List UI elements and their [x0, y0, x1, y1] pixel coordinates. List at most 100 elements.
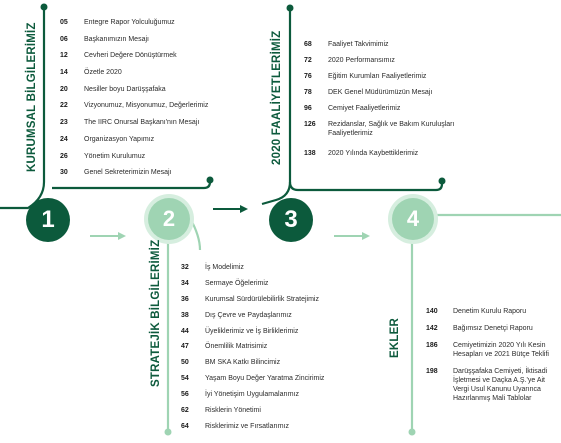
- section-1-list: 05 Entegre Rapor Yolculuğumuz 06 Başkanımız…: [60, 18, 260, 185]
- toc-item[interactable]: 47 Önemlilik Matrisimiz: [181, 342, 381, 351]
- toc-item[interactable]: 06 Başkanımızın Mesajı: [60, 35, 260, 44]
- toc-item-text: İyi Yönetişim Uygulamalarımız: [205, 391, 300, 399]
- toc-page-number: 44: [181, 327, 189, 335]
- toc-page-number: 14: [60, 69, 68, 77]
- section-3-list: 68 Faaliyet Takvimimiz 72 2020 Performansım…: [304, 40, 474, 165]
- toc-page-number: 34: [181, 279, 189, 287]
- toc-item-text: The IIRC Onursal Başkanı'nın Mesajı: [84, 119, 200, 127]
- section-1-circle: 1: [26, 198, 70, 242]
- toc-page-number: 47: [181, 343, 189, 351]
- toc-page-number: 76: [304, 73, 312, 80]
- toc-item-text: Sermaye Öğelerimiz: [205, 279, 269, 287]
- toc-page-number: 142: [426, 325, 438, 332]
- toc-item-text: Organizasyon Yapımız: [84, 135, 155, 143]
- toc-item[interactable]: 126 Rezidanslar, Sağlık ve Bakım Kuruluşl…: [304, 120, 474, 138]
- toc-page-number: 36: [181, 295, 189, 303]
- toc-page-number: 20: [60, 85, 68, 93]
- section-4-dot: [408, 428, 416, 436]
- toc-item-text: Kurumsal Sürdürülebilirlik Stratejimiz: [205, 295, 319, 303]
- toc-item[interactable]: 26 Yönetim Kurulumuz: [60, 152, 260, 161]
- toc-item[interactable]: 23 The IIRC Onursal Başkanı'nın Mesajı: [60, 118, 260, 127]
- toc-item[interactable]: 54 Yaşam Boyu Değer Yaratma Zincirimiz: [181, 374, 381, 383]
- toc-item-text: 2020 Performansımız: [328, 57, 395, 64]
- toc-item-text: Dış Çevre ve Paydaşlarımız: [205, 311, 292, 319]
- toc-page-number: 23: [60, 119, 68, 127]
- toc-item-text: Özetle 2020: [84, 69, 122, 77]
- toc-item-text: Faaliyet Takvimimiz: [328, 41, 389, 48]
- toc-page-number: 96: [304, 105, 312, 112]
- toc-item[interactable]: 22 Vizyonumuz, Misyonumuz, Değerlerimiz: [60, 101, 260, 110]
- toc-item-text: Cemiyetimizin 2020 Yılı Kesin Hesapları …: [453, 342, 549, 358]
- toc-item[interactable]: 140 Denetim Kurulu Raporu: [426, 307, 560, 316]
- section-1-dot: [40, 3, 48, 11]
- toc-page-number: 32: [181, 264, 189, 271]
- toc-item-text: İş Modelimiz: [205, 264, 244, 271]
- toc-item[interactable]: 32 İş Modelimiz: [181, 263, 381, 272]
- section-2-number: 2: [162, 206, 176, 231]
- section-3-circle: 3: [269, 198, 313, 242]
- toc-item[interactable]: 44 Üyeliklerimiz ve İş Birliklerimiz: [181, 327, 381, 336]
- section-3-dot: [286, 4, 294, 12]
- toc-item-text: Genel Sekreterimizin Mesajı: [84, 169, 172, 177]
- toc-item[interactable]: 64 Risklerimiz ve Fırsatlarımız: [181, 422, 381, 431]
- section-3-number: 3: [284, 206, 298, 233]
- toc-item-text: Cemiyet Faaliyetlerimiz: [328, 105, 401, 112]
- toc-item-text: Yaşam Boyu Değer Yaratma Zincirimiz: [205, 375, 325, 383]
- toc-page-number: 64: [181, 422, 189, 430]
- toc-item[interactable]: 142 Bağımsız Denetçi Raporu: [426, 324, 560, 333]
- section-2-list: 32 İş Modelimiz 34 Sermaye Öğelerimiz 36 Kuru…: [181, 263, 381, 438]
- toc-item[interactable]: 34 Sermaye Öğelerimiz: [181, 279, 381, 288]
- section-4-list: 140 Denetim Kurulu Raporu 142 Bağımsız Dene…: [426, 307, 560, 411]
- toc-page-number: 12: [60, 52, 68, 60]
- section-2-connector: [189, 217, 202, 251]
- toc-item[interactable]: 76 Eğitim Kurumları Faaliyetlerimiz: [304, 72, 474, 81]
- toc-item[interactable]: 14 Özetle 2020: [60, 68, 260, 77]
- toc-page-number: 05: [60, 19, 68, 26]
- toc-page-number: 06: [60, 35, 68, 43]
- toc-item[interactable]: 96 Cemiyet Faaliyetlerimiz: [304, 104, 474, 113]
- toc-item[interactable]: 20 Nesiller boyu Darüşşafaka: [60, 85, 260, 94]
- toc-item[interactable]: 198 Darüşşafaka Cemiyeti, İktisadi İşletm…: [426, 367, 560, 403]
- section-3-list-bracket: [288, 181, 444, 192]
- section-3-list-dot: [438, 177, 446, 185]
- toc-page-number: 72: [304, 57, 312, 64]
- toc-item[interactable]: 72 2020 Performansımız: [304, 56, 474, 65]
- section-1-number: 1: [41, 206, 55, 233]
- toc-item[interactable]: 138 2020 Yılında Kaybettiklerimiz: [304, 149, 474, 158]
- toc-item[interactable]: 30 Genel Sekreterimizin Mesajı: [60, 168, 260, 177]
- toc-item-text: Darüşşafaka Cemiyeti, İktisadi İşletmesi…: [453, 368, 548, 402]
- toc-page-number: 54: [181, 375, 189, 383]
- toc-item[interactable]: 24 Organizasyon Yapımız: [60, 135, 260, 144]
- section-4-circle: 4: [392, 198, 434, 240]
- toc-item-text: Nesiller boyu Darüşşafaka: [84, 85, 166, 93]
- toc-item[interactable]: 12 Cevheri Değere Dönüştürmek: [60, 51, 260, 60]
- toc-item[interactable]: 68 Faaliyet Takvimimiz: [304, 40, 474, 49]
- toc-item[interactable]: 50 BM SKA Katkı Bilincimiz: [181, 358, 381, 367]
- toc-page-number: 26: [60, 152, 68, 160]
- toc-page-number: 198: [426, 368, 438, 375]
- toc-item-text: Eğitim Kurumları Faaliyetlerimiz: [328, 73, 427, 80]
- section-2-bracket: [168, 250, 176, 258]
- toc-item-text: 2020 Yılında Kaybettiklerimiz: [328, 150, 419, 157]
- toc-item[interactable]: 62 Risklerin Yönetimi: [181, 406, 381, 415]
- toc-page-number: 38: [181, 311, 189, 319]
- toc-item[interactable]: 36 Kurumsal Sürdürülebilirlik Stratejimiz: [181, 295, 381, 304]
- toc-item-text: Entegre Rapor Yolculuğumuz: [84, 19, 175, 26]
- section-2-dot: [164, 428, 172, 436]
- toc-item[interactable]: 78 DEK Genel Müdürümüzün Mesajı: [304, 88, 474, 97]
- toc-item[interactable]: 56 İyi Yönetişim Uygulamalarımız: [181, 390, 381, 399]
- toc-item-text: Üyeliklerimiz ve İş Birliklerimiz: [205, 327, 299, 335]
- toc-item-text: Cevheri Değere Dönüştürmek: [84, 52, 177, 60]
- section-2-title: STRATEJİK BİLGİLERİMİZ: [150, 239, 162, 387]
- toc-item-text: Rezidanslar, Sağlık ve Bakım Kuruluşları…: [328, 121, 455, 137]
- toc-item[interactable]: 05 Entegre Rapor Yolculuğumuz: [60, 18, 260, 27]
- toc-item-text: Önemlilik Matrisimiz: [205, 343, 268, 351]
- toc-item[interactable]: 186 Cemiyetimizin 2020 Yılı Kesin Hesapla…: [426, 341, 560, 359]
- section-1-list-dot: [206, 176, 214, 184]
- toc-page-number: 68: [304, 41, 312, 48]
- section-1-title: KURUMSAL BİLGİLERİMİZ: [26, 22, 38, 172]
- toc-item[interactable]: 38 Dış Çevre ve Paydaşlarımız: [181, 311, 381, 320]
- toc-page-number: 24: [60, 135, 68, 143]
- section-3-title: 2020 FAALİYETLERİMİZ: [271, 30, 283, 165]
